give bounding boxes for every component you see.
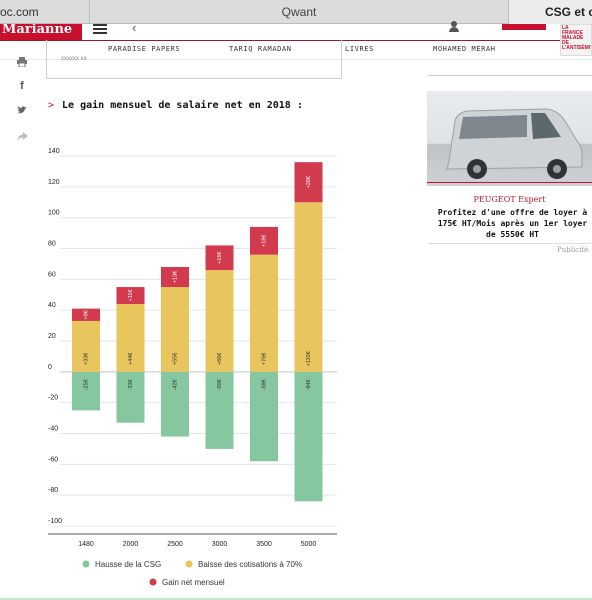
y-tick-label: 80	[48, 241, 56, 248]
chevron-left-icon[interactable]: ‹	[132, 20, 137, 35]
legend-label: Baisse des cotisations à 70%	[198, 560, 302, 569]
share-icon[interactable]	[12, 126, 32, 146]
bar-csg	[250, 371, 278, 462]
data-label-csg: -84€	[306, 379, 312, 390]
x-tick-label: 1480	[78, 541, 94, 548]
bar-cotisations	[250, 254, 278, 372]
y-tick-label: 0	[48, 364, 52, 371]
ad-red-divider	[427, 182, 592, 183]
section-title-text: Le gain mensuel de salaire net en 2018 :	[62, 100, 303, 111]
x-tick-label: 3000	[212, 541, 228, 548]
bar-gain	[116, 287, 145, 304]
menu-icon[interactable]	[93, 24, 107, 34]
print-icon[interactable]	[12, 52, 32, 72]
legend-marker	[82, 560, 90, 568]
y-tick-label: 20	[48, 333, 56, 340]
bar-csg	[116, 371, 145, 423]
bottom-edge	[0, 598, 592, 600]
y-tick-label: -40	[48, 426, 58, 433]
bar-cotisations	[72, 320, 100, 372]
subscribe-button[interactable]	[502, 24, 546, 30]
chevron-right-icon: >	[48, 100, 55, 111]
bar-csg	[72, 371, 100, 411]
y-tick-label: 120	[48, 179, 60, 186]
nav-item-paradise-papers[interactable]: PARADISE PAPERS	[108, 45, 181, 53]
data-label-cotisations: +76€	[261, 353, 267, 365]
bar-gain	[72, 308, 100, 321]
van-image[interactable]	[427, 91, 592, 186]
salary-gain-chart: 140 120 100 80 60 40 20 0 -20 -40 -60 -80 -100 -25€ +3…	[48, 148, 337, 587]
data-label-gain: +16€	[217, 252, 223, 264]
y-tick-label: -80	[48, 487, 58, 494]
data-label-csg: -58€	[261, 379, 267, 390]
legend-marker	[149, 578, 157, 586]
legend-marker	[185, 560, 193, 568]
bar-cotisations	[161, 287, 189, 372]
previous-box-text: xxxxxx xx	[61, 56, 87, 62]
section-title: > Le gain mensuel de salaire net en 2018 …	[48, 100, 303, 111]
y-tick-label: -20	[48, 395, 58, 402]
data-label-csg: -50€	[217, 379, 223, 390]
bar-csg	[205, 371, 234, 449]
bar-gain	[161, 267, 189, 288]
bar-gain	[294, 162, 323, 203]
nav-item-tariq-ramadan[interactable]: TARIQ RAMADAN	[229, 45, 292, 53]
y-tick-label: -60	[48, 456, 58, 463]
data-label-gain: +18€	[261, 235, 267, 247]
legend-label: Hausse de la CSG	[95, 560, 161, 569]
data-label-cotisations: +66€	[217, 353, 223, 365]
ad-offer-text[interactable]: Profitez d'une offre de loyer à 175€ HT/…	[437, 208, 588, 239]
browser-tab-qwant[interactable]: Qwant	[281, 5, 317, 19]
x-tick-label: 3500	[256, 541, 272, 548]
magazine-cover-thumbnail[interactable]: LA FRANCE MALADE DE L'ANTISÉMITISME	[560, 24, 592, 56]
ad-bottom-divider	[428, 243, 592, 244]
nav-item-mohamed-merah[interactable]: MOHAMED MERAH	[433, 45, 496, 53]
y-tick-label: 60	[48, 271, 56, 278]
bar-cotisations	[294, 202, 323, 372]
data-label-cotisations: +55€	[172, 353, 178, 365]
data-label-csg: -42€	[172, 379, 178, 390]
previous-content-box: xxxxxx xx	[46, 40, 342, 79]
browser-tab-active[interactable]: CSG et co	[508, 0, 592, 24]
bar-csg	[294, 371, 323, 502]
data-label-cotisations: +33€	[83, 353, 89, 365]
ad-top-divider	[428, 75, 592, 76]
x-tick-label: 2000	[123, 541, 139, 548]
data-label-cotisations: +44€	[128, 353, 134, 365]
data-label-gain: +11€	[128, 290, 134, 302]
site-logo[interactable]: Marianne	[0, 24, 82, 40]
bar-csg	[161, 371, 189, 437]
ad-label: Publicité	[557, 246, 589, 254]
topic-nav: PARADISE PAPERS TARIQ RAMADAN LIVRES MOH…	[0, 40, 560, 58]
nav-divider	[0, 59, 592, 60]
bar-gain	[250, 226, 278, 255]
bar-cotisations	[116, 304, 145, 372]
data-label-gain: +13€	[172, 271, 178, 283]
data-label-gain: +26€	[306, 176, 312, 188]
browser-tab-bar: oc.com Qwant CSG et co	[0, 0, 592, 24]
browser-tab-1[interactable]: oc.com	[0, 0, 90, 24]
bar-gain	[205, 245, 234, 271]
data-label-cotisations: +110€	[306, 351, 312, 366]
nav-item-livres[interactable]: LIVRES	[345, 45, 374, 53]
facebook-icon[interactable]: f	[20, 80, 24, 92]
twitter-icon[interactable]	[12, 100, 32, 120]
y-tick-label: 140	[48, 148, 60, 155]
data-label-csg: -33€	[128, 379, 134, 390]
bar-cotisations	[205, 270, 234, 372]
data-label-csg: -25€	[83, 379, 89, 390]
y-tick-label: 100	[48, 210, 60, 217]
x-tick-label: 5000	[301, 541, 317, 548]
user-icon[interactable]	[448, 21, 460, 33]
ad-brand[interactable]: PEUGEOT Expert	[473, 195, 546, 204]
advertisement-card[interactable]: PEUGEOT Expert Profitez d'une offre de l…	[427, 91, 592, 241]
legend-label: Gain net mensuel	[162, 578, 225, 587]
x-tick-label: 2500	[167, 541, 183, 548]
data-label-gain: +8€	[83, 310, 89, 319]
site-header: Marianne ‹ LA FRANCE MALADE DE L'ANTISÉM…	[0, 20, 592, 56]
y-tick-label: -100	[48, 518, 62, 525]
y-tick-label: 40	[48, 302, 56, 309]
